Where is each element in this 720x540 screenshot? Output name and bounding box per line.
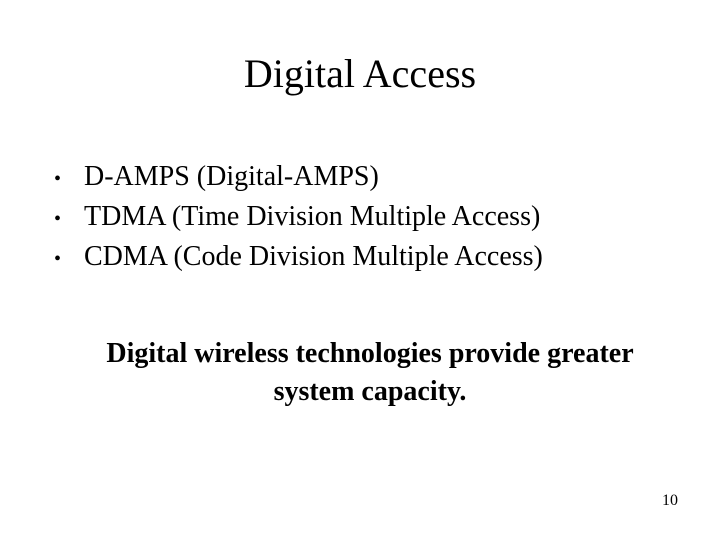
bullet-text: CDMA (Code Division Multiple Access) [84, 238, 654, 276]
bullet-text: D-AMPS (Digital-AMPS) [84, 158, 654, 196]
slide-title: Digital Access [0, 50, 720, 97]
page-number: 10 [662, 492, 678, 510]
list-item: • D-AMPS (Digital-AMPS) [54, 158, 654, 198]
bullet-icon: • [54, 240, 84, 278]
closing-statement: Digital wireless technologies provide gr… [100, 335, 640, 411]
list-item: • TDMA (Time Division Multiple Access) [54, 198, 654, 238]
bullet-text: TDMA (Time Division Multiple Access) [84, 198, 654, 236]
bullet-icon: • [54, 160, 84, 198]
bullet-icon: • [54, 200, 84, 238]
list-item: • CDMA (Code Division Multiple Access) [54, 238, 654, 278]
slide: Digital Access • D-AMPS (Digital-AMPS) •… [0, 0, 720, 540]
bullet-list: • D-AMPS (Digital-AMPS) • TDMA (Time Div… [54, 158, 654, 278]
